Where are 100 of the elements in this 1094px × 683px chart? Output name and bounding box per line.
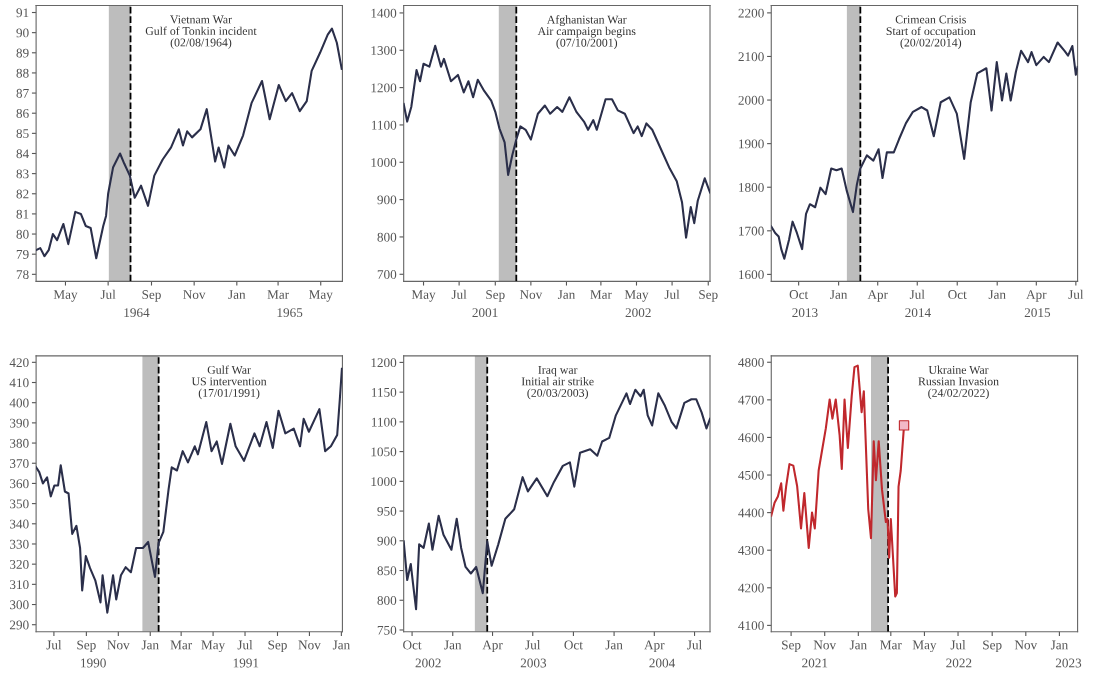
- y-tick-label: 80: [16, 229, 29, 239]
- x-tick-label: Mar: [880, 640, 902, 650]
- y-tick-label: 800: [377, 596, 397, 605]
- line-series: [403, 388, 711, 611]
- x-tick-label: Jul: [687, 640, 702, 650]
- y-tick-label: 2100: [738, 52, 764, 62]
- text: 2002: [625, 308, 651, 318]
- y-tick-label: 2200: [738, 8, 764, 18]
- y-tick-label: 1100: [372, 120, 397, 130]
- x-tick-label: Sep: [782, 640, 801, 653]
- x-tick-label: Jan: [444, 640, 462, 650]
- y-tick-label: 350: [10, 499, 29, 509]
- y-tick-label: 340: [10, 519, 29, 529]
- y-tick-label: 310: [10, 580, 29, 590]
- y-tick-label: 1000: [371, 158, 397, 167]
- x-tick-label: Jan: [988, 290, 1006, 299]
- y-tick-label: 400: [9, 398, 29, 408]
- x-tick-label: Oct: [564, 640, 583, 650]
- text: 2001: [472, 308, 498, 318]
- text: 1964: [124, 308, 150, 318]
- y-tick-label: 4400: [738, 508, 764, 518]
- text: 1991: [233, 658, 259, 668]
- y-tick-label: 360: [10, 479, 29, 489]
- y-tick-label: 1400: [371, 8, 397, 18]
- x-tick-label: Jan: [1050, 640, 1068, 650]
- y-tick-label: 79: [16, 250, 29, 259]
- x-tick-label: Jan: [332, 640, 350, 650]
- y-tick-label: 380: [10, 438, 29, 448]
- y-tick-label: 370: [10, 459, 29, 468]
- y-tick-label: 290: [9, 620, 29, 630]
- y-tick-label: 4100: [738, 621, 764, 631]
- x-tick-label: Nov: [813, 640, 837, 650]
- line-series: [36, 27, 343, 260]
- y-tick-label: 82: [16, 189, 29, 199]
- x-tick-label: Nov: [519, 290, 543, 299]
- x-tick-label: Jan: [141, 640, 159, 650]
- x-tick-label: Sep: [142, 290, 161, 302]
- x-tick-label: Jan: [228, 290, 246, 299]
- y-tick-label: 1300: [371, 46, 397, 55]
- x-tick-label: Sep: [486, 290, 505, 302]
- x-tick-label: Sep: [699, 290, 718, 302]
- x-tick-label: Oct: [789, 290, 809, 299]
- x-tick-label: Nov: [183, 290, 206, 299]
- text: 2023: [1055, 658, 1082, 668]
- x-tick-label: Jul: [237, 640, 253, 650]
- y-tick-label: 410: [9, 378, 29, 388]
- y-tick-label: 700: [377, 270, 397, 279]
- x-tick-label: Jul: [664, 289, 680, 299]
- x-tick-label: Jul: [1068, 289, 1084, 299]
- x-tick-label: Sep: [77, 640, 96, 653]
- line-series: [36, 367, 343, 614]
- ref-line-label: Gulf War US intervention (17/01/1991): [191, 365, 267, 400]
- x-tick-label: Mar: [170, 640, 193, 650]
- x-tick-label: Apr: [1026, 290, 1047, 302]
- y-tick-label: 850: [377, 566, 397, 576]
- text: 2015: [1024, 308, 1051, 318]
- y-tick-label: 4500: [738, 470, 764, 480]
- y-tick-label: 4700: [738, 395, 764, 405]
- text: 2013: [792, 308, 818, 318]
- y-tick-label: 2000: [738, 95, 764, 105]
- y-tick-label: 85: [16, 129, 29, 139]
- x-tick-label: Oct: [403, 640, 422, 650]
- x-tick-label: May: [624, 290, 649, 302]
- x-tick-label: Sep: [983, 640, 1002, 653]
- y-tick-label: 83: [16, 169, 29, 179]
- x-tick-label: Oct: [948, 290, 967, 299]
- y-tick-label: 420: [9, 358, 29, 368]
- y-tick-label: 390: [10, 418, 29, 428]
- y-tick-label: 900: [377, 536, 397, 546]
- y-tick-label: 1900: [739, 139, 764, 149]
- y-tick-label: 900: [377, 195, 397, 205]
- ref-line-label: Afghanistan War Air campaign begins (07/10/2001): [537, 15, 636, 50]
- y-tick-label: 1150: [372, 387, 397, 397]
- x-tick-label: Jan: [849, 640, 867, 650]
- y-tick-label: 1100: [372, 417, 397, 427]
- x-tick-label: Mar: [590, 290, 612, 299]
- y-tick-label: 1050: [371, 447, 397, 457]
- y-tick-label: 81: [16, 209, 29, 219]
- text: 1990: [81, 658, 106, 668]
- x-tick-label: Jan: [605, 640, 623, 650]
- y-tick-label: 84: [16, 149, 29, 159]
- y-tick-label: 320: [10, 559, 29, 569]
- y-tick-label: 90: [16, 28, 29, 38]
- x-tick-label: Mar: [267, 290, 289, 299]
- x-tick-label: Nov: [107, 640, 130, 650]
- ref-line-label: Vietnam War Gulf of Tonkin incident (02/08/1964): [145, 15, 257, 49]
- x-tick-label: Jul: [909, 289, 925, 299]
- y-tick-label: 4300: [738, 546, 764, 555]
- text: 2022: [946, 658, 972, 668]
- y-tick-label: 1700: [739, 226, 764, 236]
- y-tick-label: 800: [377, 232, 397, 242]
- y-tick-label: 1200: [371, 358, 397, 368]
- x-tick-label: Nov: [1014, 640, 1038, 650]
- x-tick-label: Sep: [268, 640, 287, 653]
- y-tick-label: 750: [377, 625, 397, 635]
- ref-line-label: Crimean Crisis Start of occupation (20/02/2014): [886, 15, 976, 50]
- y-tick-label: 300: [10, 600, 29, 610]
- x-tick-label: Nov: [298, 640, 321, 650]
- text: 2002: [415, 658, 441, 668]
- y-tick-label: 950: [377, 506, 397, 516]
